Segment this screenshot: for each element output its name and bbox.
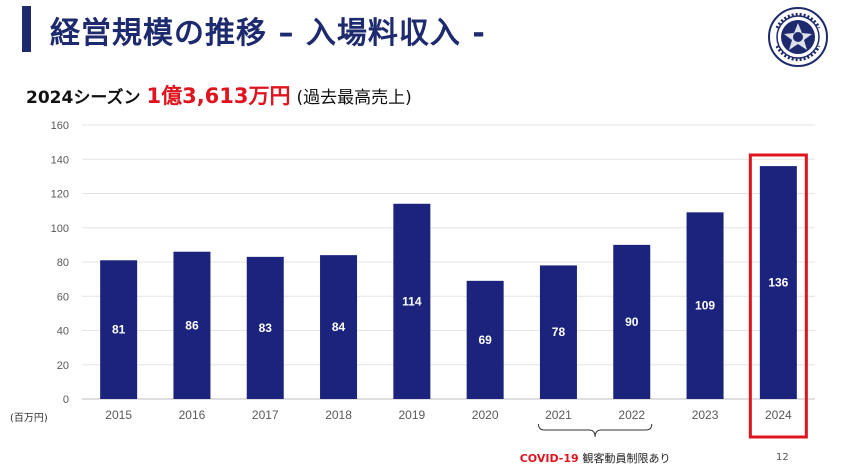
x-tick-label: 2022 [618, 408, 645, 422]
bar [686, 212, 724, 399]
data-label: 90 [625, 315, 639, 329]
bar [613, 244, 651, 399]
record-note: (過去最高売上) [296, 88, 412, 108]
y-tick-label: 20 [57, 360, 69, 372]
bar [173, 251, 211, 399]
data-label: 114 [402, 294, 422, 308]
x-tick-label: 2017 [252, 408, 279, 422]
season-label: 2024シーズン [26, 88, 141, 108]
headline: 2024シーズン 1億3,613万円 (過去最高売上) [26, 80, 412, 110]
page-title: 経営規模の推移 – 入場料収入 - [50, 16, 486, 51]
y-tick-label: 80 [57, 257, 69, 269]
annotation-text: COVID-19 観客動員制限あり [520, 451, 671, 465]
bar [466, 280, 504, 399]
x-tick-label: 2024 [765, 408, 792, 422]
x-tick-label: 2020 [472, 408, 499, 422]
bar [320, 255, 358, 399]
bar [393, 203, 431, 399]
page-number: 12 [776, 452, 789, 463]
data-label: 86 [185, 318, 199, 332]
highlight-box [748, 153, 808, 439]
title-accent-bar [22, 6, 31, 52]
bar [246, 256, 284, 399]
bar [100, 260, 138, 399]
club-emblem-icon [768, 7, 828, 67]
y-tick-label: 40 [57, 326, 69, 338]
y-tick-label: 0 [63, 394, 69, 406]
x-tick-label: 2016 [179, 408, 206, 422]
data-label: 69 [478, 333, 492, 347]
y-tick-label: 160 [51, 120, 69, 132]
record-amount: 1億3,613万円 [146, 84, 291, 108]
data-label: 83 [259, 321, 273, 335]
y-tick-label: 120 [51, 189, 69, 201]
bar [759, 166, 797, 399]
data-label: 81 [112, 323, 126, 337]
x-tick-label: 2019 [398, 408, 425, 422]
data-label: 84 [332, 320, 346, 334]
data-label: 136 [768, 276, 788, 290]
bar [539, 265, 577, 399]
x-tick-label: 2018 [325, 408, 352, 422]
y-tick-label: 100 [51, 223, 69, 235]
annotation-bracket [537, 423, 653, 438]
x-tick-label: 2021 [545, 408, 572, 422]
data-label: 109 [695, 299, 715, 313]
data-label: 78 [552, 325, 566, 339]
y-tick-label: 60 [57, 291, 69, 303]
x-tick-label: 2023 [692, 408, 719, 422]
y-unit-label: (百万円) [10, 412, 48, 424]
y-tick-label: 140 [51, 154, 69, 166]
x-tick-label: 2015 [105, 408, 132, 422]
